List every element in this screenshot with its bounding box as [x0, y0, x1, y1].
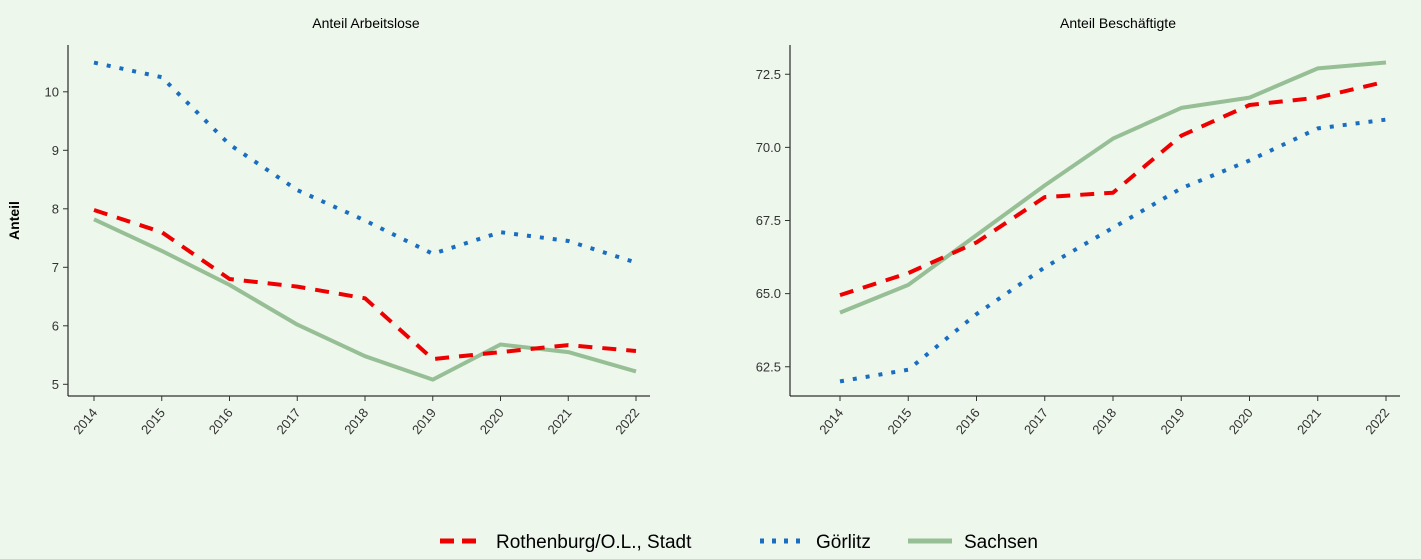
x-tick-label: 2022 [612, 405, 642, 437]
x-tick-label: 2021 [1294, 405, 1324, 437]
series-line-goerlitz [93, 60, 637, 265]
y-tick-label: 62.5 [756, 359, 781, 374]
y-tick-label: 72.5 [756, 67, 781, 82]
x-tick-label: 2014 [816, 405, 846, 437]
x-tick-label: 2019 [1157, 405, 1187, 437]
x-tick-label: 2020 [477, 405, 507, 437]
x-tick-label: 2015 [138, 405, 168, 437]
y-tick-label: 8 [52, 201, 59, 216]
series-line-goerlitz [839, 117, 1387, 384]
panel-title: Anteil Arbeitslose [312, 15, 420, 31]
panel-unemployment: Anteil Arbeitslose Anteil 5 6 7 8 9 10 2014 2015 2… [6, 15, 650, 437]
panel-employment: Anteil Beschäftigte 62.5 65.0 67.5 70.0 72.5 2… [756, 15, 1400, 437]
x-tick-label: 2018 [1089, 405, 1119, 437]
y-tick-label: 67.5 [756, 213, 781, 228]
legend-label: Rothenburg/O.L., Stadt [496, 532, 692, 553]
series-line-sachsen [93, 217, 637, 382]
x-tick-label: 2014 [70, 405, 100, 437]
x-tick-label: 2017 [273, 405, 303, 437]
y-axis-title: Anteil [6, 201, 22, 240]
y-tick-label: 65.0 [756, 286, 781, 301]
x-tick-label: 2017 [1021, 405, 1051, 437]
y-tick-label: 9 [52, 143, 59, 158]
x-tick-label: 2016 [953, 405, 983, 437]
y-tick-label: 7 [52, 260, 59, 275]
panel-title: Anteil Beschäftigte [1060, 15, 1176, 31]
series-line-rothenburg [93, 208, 637, 362]
legend-label: Sachsen [964, 532, 1038, 553]
y-tick-label: 10 [45, 84, 59, 99]
x-tick-label: 2020 [1226, 405, 1256, 437]
x-tick-label: 2016 [206, 405, 236, 437]
legend-label: Görlitz [816, 532, 871, 553]
x-tick-label: 2018 [341, 405, 371, 437]
y-tick-label: 5 [52, 377, 59, 392]
series-line-rothenburg [839, 79, 1387, 298]
x-tick-label: 2015 [884, 405, 914, 437]
x-tick-label: 2021 [544, 405, 574, 437]
legend: Rothenburg/O.L., Stadt Görlitz Sachsen [440, 532, 1038, 553]
y-tick-label: 70.0 [756, 140, 781, 155]
x-tick-label: 2022 [1362, 405, 1392, 437]
x-tick-label: 2019 [409, 405, 439, 437]
y-tick-label: 6 [52, 318, 59, 333]
